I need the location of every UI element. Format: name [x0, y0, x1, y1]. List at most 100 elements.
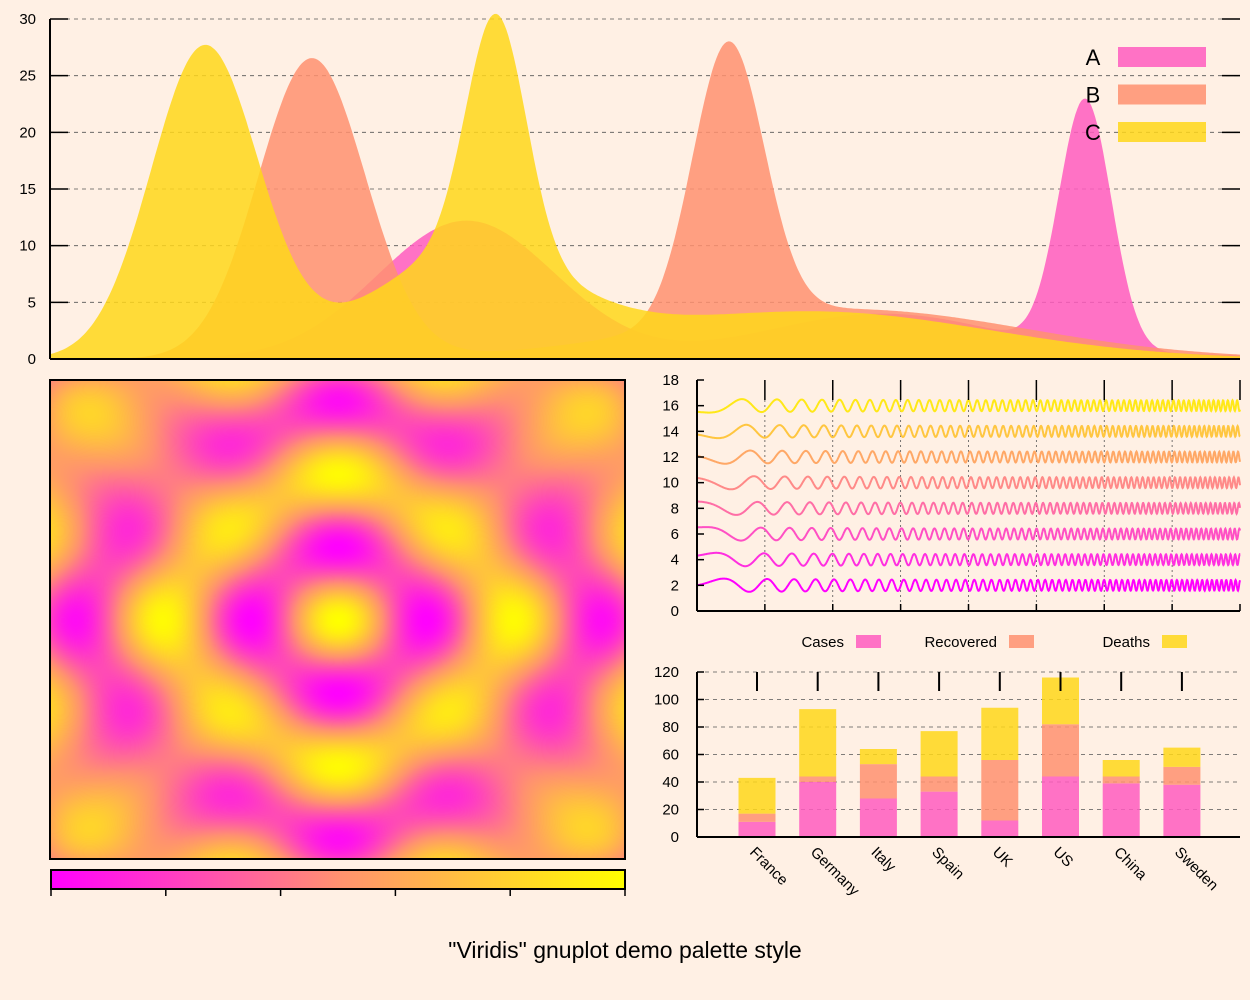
y-tick-label: 10 [662, 475, 679, 492]
filled-curves-legend: ABC [1085, 45, 1206, 145]
heatmap-image [51, 381, 625, 859]
chirp-line [697, 475, 1241, 491]
y-tick-label: 0 [28, 351, 36, 368]
y-tick-label: 15 [19, 181, 36, 198]
chirp-line [697, 423, 1241, 440]
bar-cases [799, 782, 837, 837]
bar-recovered [799, 776, 837, 782]
x-tick-label: China [1110, 844, 1150, 884]
bar-recovered [738, 813, 776, 822]
bar-cases [1042, 776, 1079, 837]
bar-recovered [1163, 766, 1201, 785]
y-tick-label: 40 [662, 774, 679, 791]
filled-curves-chart: 0 5 10 15 20 25 30 ABC [19, 11, 1240, 368]
y-tick-label: 20 [662, 802, 679, 819]
y-tick-label: 4 [671, 552, 679, 569]
chirp-lines-axes [696, 379, 1241, 612]
filled-curves-grid [50, 18, 1240, 303]
bar-recovered [859, 764, 897, 799]
chirp-lines-chart: 0 2 4 6 8 10 12 14 16 18 [662, 372, 1241, 620]
chirp-lines-tick-labels: 0 2 4 6 8 10 12 14 16 18 [662, 372, 679, 620]
y-tick-label: 10 [19, 238, 36, 255]
bar-cases [920, 791, 958, 837]
area-series-A [50, 98, 1240, 359]
bar-recovered [1042, 724, 1079, 777]
legend-swatch [1118, 47, 1206, 67]
x-tick-label: UK [989, 844, 1016, 871]
y-tick-label: 16 [662, 398, 679, 415]
stacked-bar-legend: Cases Recovered Deaths [801, 634, 1187, 651]
y-tick-label: 18 [662, 372, 679, 389]
legend-swatch [1118, 122, 1206, 142]
legend-swatch [1118, 84, 1206, 105]
bar-cases [1163, 784, 1201, 837]
bar-cases [859, 798, 897, 837]
y-tick-label: 12 [662, 449, 679, 466]
legend-label: Deaths [1102, 634, 1150, 651]
bar-recovered [1102, 776, 1140, 784]
legend-label: Cases [801, 634, 844, 651]
y-tick-label: 8 [671, 500, 679, 517]
stacked-bar-grid [697, 671, 1240, 810]
y-tick-label: 6 [671, 526, 679, 543]
y-tick-label: 100 [654, 692, 679, 709]
heatmap-frame [49, 379, 626, 860]
chirp-line [697, 577, 1241, 593]
bar-cases [738, 821, 776, 837]
stacked-bar-chart: 0 20 40 60 80 100 120 France Germany Italy Spain UK… [654, 634, 1240, 900]
filled-curves-tick-labels: 0 5 10 15 20 25 30 [19, 11, 36, 368]
legend-swatch [856, 635, 881, 648]
bar-deaths [738, 777, 776, 814]
legend-label: Recovered [924, 634, 997, 651]
bar-deaths [981, 707, 1019, 760]
bar-cases [1102, 783, 1140, 837]
y-tick-label: 5 [28, 294, 36, 311]
legend-label: A [1086, 45, 1101, 70]
chirp-line [696, 551, 1241, 568]
area-series-C [50, 13, 1240, 360]
stacked-bar-axes [696, 671, 1240, 838]
x-tick-label: France [746, 844, 791, 889]
x-tick-label: Italy [868, 844, 900, 876]
bar-deaths [920, 731, 958, 777]
bar-cases [981, 820, 1019, 837]
page-title: "Viridis" gnuplot demo palette style [448, 937, 801, 963]
chirp-lines-grid [764, 380, 1173, 611]
x-tick-label: Germany [807, 844, 863, 900]
y-tick-label: 120 [654, 664, 679, 681]
chirp-line [696, 449, 1241, 465]
y-tick-label: 0 [671, 603, 679, 620]
bar-recovered [981, 760, 1019, 821]
stacked-bar-bars [738, 677, 1201, 837]
interference-heatmap [49, 379, 626, 896]
y-tick-label: 60 [662, 747, 679, 764]
y-tick-label: 30 [19, 11, 36, 28]
chirp-line [697, 526, 1241, 542]
bar-deaths [1163, 747, 1201, 767]
bar-deaths [859, 749, 897, 765]
y-tick-label: 20 [19, 124, 36, 141]
y-tick-label: 14 [662, 423, 679, 440]
legend-swatch [1009, 635, 1034, 648]
area-series-B [50, 41, 1240, 360]
x-tick-label: US [1050, 844, 1077, 871]
bar-deaths [1102, 760, 1140, 777]
colorbar [50, 869, 626, 890]
x-tick-label: Sweden [1171, 844, 1221, 894]
y-tick-label: 25 [19, 68, 36, 85]
chirp-line [697, 500, 1241, 516]
bar-deaths [799, 709, 837, 777]
colorbar-ticks [50, 889, 626, 896]
x-tick-label: Spain [928, 844, 967, 883]
legend-swatch [1162, 635, 1187, 648]
filled-curves-areas [50, 13, 1240, 360]
chirp-lines-series [696, 398, 1241, 593]
filled-curves-axes [49, 18, 1240, 360]
y-tick-label: 80 [662, 719, 679, 736]
chirp-line [697, 398, 1241, 414]
legend-label: B [1086, 83, 1101, 108]
legend-label: C [1085, 120, 1101, 145]
y-tick-label: 2 [671, 577, 679, 594]
bar-recovered [920, 776, 958, 792]
